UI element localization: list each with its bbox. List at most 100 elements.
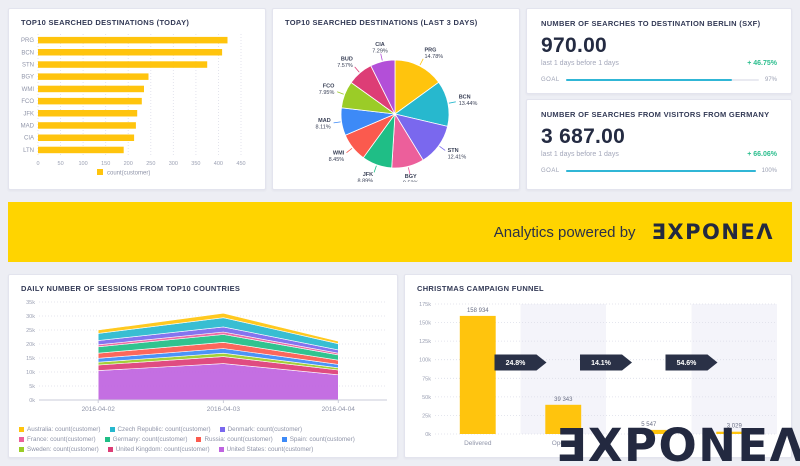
goal-progress-row: GOAL 100% <box>541 168 777 174</box>
goal-progress-row: GOAL 97% <box>541 77 777 83</box>
bar-value: 158 934 <box>467 308 489 314</box>
label-leader-line <box>337 91 344 95</box>
bar-label: MAD <box>21 124 35 130</box>
bar-label: JFK <box>23 111 34 117</box>
legend-swatch <box>97 169 103 175</box>
goal-track <box>565 79 759 81</box>
slice-label: BUD 7.57% <box>337 56 353 69</box>
legend-item-United States: United States: count(customer) <box>218 446 313 453</box>
card-top10-3days: TOP10 SEARCHED DESTINATIONS (LAST 3 DAYS… <box>272 8 520 190</box>
bar-label: LTN <box>23 148 34 154</box>
x-tick: Opened <box>552 440 576 447</box>
legend-item-France: France: count(customer) <box>19 436 96 443</box>
kpi-card-berlin-searches: NUMBER OF SEARCHES TO DESTINATION BERLIN… <box>526 8 792 94</box>
funnel-bar-0 <box>459 315 496 434</box>
daily-sessions-area: 0k 5k 10k 15k 20k 25k 30k 35k 2016-04-02 2016-04-… <box>26 300 387 413</box>
conversion-arrow <box>494 354 547 371</box>
card-daily-sessions: DAILY NUMBER OF SESSIONS FROM TOP10 COUN… <box>8 274 398 458</box>
y-tick: 30k <box>26 314 35 320</box>
x-tick: Delivered <box>464 440 492 447</box>
bar-label: STN <box>22 63 34 69</box>
x-tick: 50 <box>58 161 64 167</box>
conversion-arrow <box>665 354 718 371</box>
y-tick: 35k <box>26 300 35 306</box>
bar-value: 5 547 <box>641 422 657 428</box>
label-leader-line <box>333 121 341 124</box>
kpi-value: 3 687.00 <box>541 125 626 148</box>
slice-label: FCO 7.95% <box>319 84 335 97</box>
label-leader-line <box>439 145 446 151</box>
bar-WMI <box>38 85 144 93</box>
area-chart-legend: Australia: count(customer) Czech Republic… <box>9 423 397 455</box>
x-tick: 400 <box>214 161 223 167</box>
bar-label: FCO <box>21 99 34 105</box>
x-tick: 200 <box>124 161 133 167</box>
bar-JFK <box>38 110 138 117</box>
bar-PRG <box>38 36 228 44</box>
legend-item-Spain: Spain: count(customer) <box>281 436 355 443</box>
x-tick: 100 <box>79 161 88 167</box>
x-tick: 2016-04-03 <box>207 406 241 413</box>
legend-swatch <box>19 436 24 442</box>
conversion-percent: 24.8% <box>506 360 527 367</box>
bar-label: BCN <box>21 50 34 56</box>
legend-swatch <box>19 446 24 452</box>
slice-label: PRG 14.78% <box>425 47 444 60</box>
x-tick: 300 <box>169 161 178 167</box>
slice-label: WMI 8.45% <box>329 150 345 163</box>
legend-swatch <box>109 426 115 432</box>
funnel-bar-1 <box>545 404 582 434</box>
y-tick: 75k <box>422 376 431 382</box>
x-tick: 450 <box>236 161 245 167</box>
y-tick: 5k <box>29 384 35 390</box>
goal-label: GOAL <box>541 168 560 174</box>
y-tick: 25k <box>26 328 35 334</box>
chart-title: TOP10 SEARCHED DESTINATIONS (LAST 3 DAYS… <box>285 18 478 27</box>
legend-item-Sweden: Sweden: count(customer) <box>19 446 99 453</box>
chart-title: TOP10 SEARCHED DESTINATIONS (TODAY) <box>21 18 190 27</box>
funnel-bar-3 <box>716 431 753 434</box>
kpi-period: last 1 days before 1 days <box>541 60 619 67</box>
legend-swatch <box>219 426 225 432</box>
legend-swatch <box>104 436 110 442</box>
goal-percent: 97% <box>764 77 777 83</box>
bar-LTN <box>38 146 124 154</box>
area-Australia <box>97 312 339 345</box>
label-leader-line <box>346 147 353 154</box>
bar-label: WMI <box>22 87 35 93</box>
kpi-change: + 66.06% <box>747 151 777 158</box>
x-tick: 150 <box>101 161 110 167</box>
bar-BGY <box>38 73 149 80</box>
slice-label: JFK 8.89% <box>357 172 373 182</box>
slice-label: STN 12.41% <box>448 148 467 161</box>
goal-fill <box>565 79 732 81</box>
conversion-percent: 14.1% <box>591 360 612 367</box>
bar-FCO <box>38 97 142 105</box>
legend-item-Czech Republic: Czech Republic: count(customer) <box>109 426 211 433</box>
kpi-change: + 46.75% <box>747 60 777 67</box>
exponea-logo: ƎXPONEΛ <box>651 220 774 244</box>
y-tick: 125k <box>419 339 431 345</box>
bar-label: BGY <box>21 75 34 81</box>
legend-item-Russia: Russia: count(customer) <box>196 436 273 443</box>
legend-item-Australia: Australia: count(customer) <box>19 426 101 433</box>
kpi-card-germany-searches: NUMBER OF SEARCHES FROM VISITORS FROM GE… <box>526 99 792 190</box>
bar-MAD <box>38 122 136 129</box>
y-tick: 10k <box>26 370 35 376</box>
chart-title: DAILY NUMBER OF SESSIONS FROM TOP10 COUN… <box>21 284 241 293</box>
slice-label: CIA 7.29% <box>372 42 388 55</box>
legend-swatch <box>19 426 24 432</box>
legend-swatch <box>218 446 224 452</box>
y-tick: 20k <box>26 342 35 348</box>
y-tick: 175k <box>419 302 431 308</box>
y-tick: 15k <box>26 356 35 362</box>
pie-slice-CIA <box>370 59 396 115</box>
label-leader-line <box>373 165 377 173</box>
conversion-percent: 54.6% <box>677 360 698 367</box>
conversion-arrow <box>580 354 632 371</box>
y-tick: 50k <box>422 395 431 401</box>
legend-item-United Kingdom: United Kingdom: count(customer) <box>107 446 210 453</box>
goal-percent: 100% <box>761 168 777 174</box>
